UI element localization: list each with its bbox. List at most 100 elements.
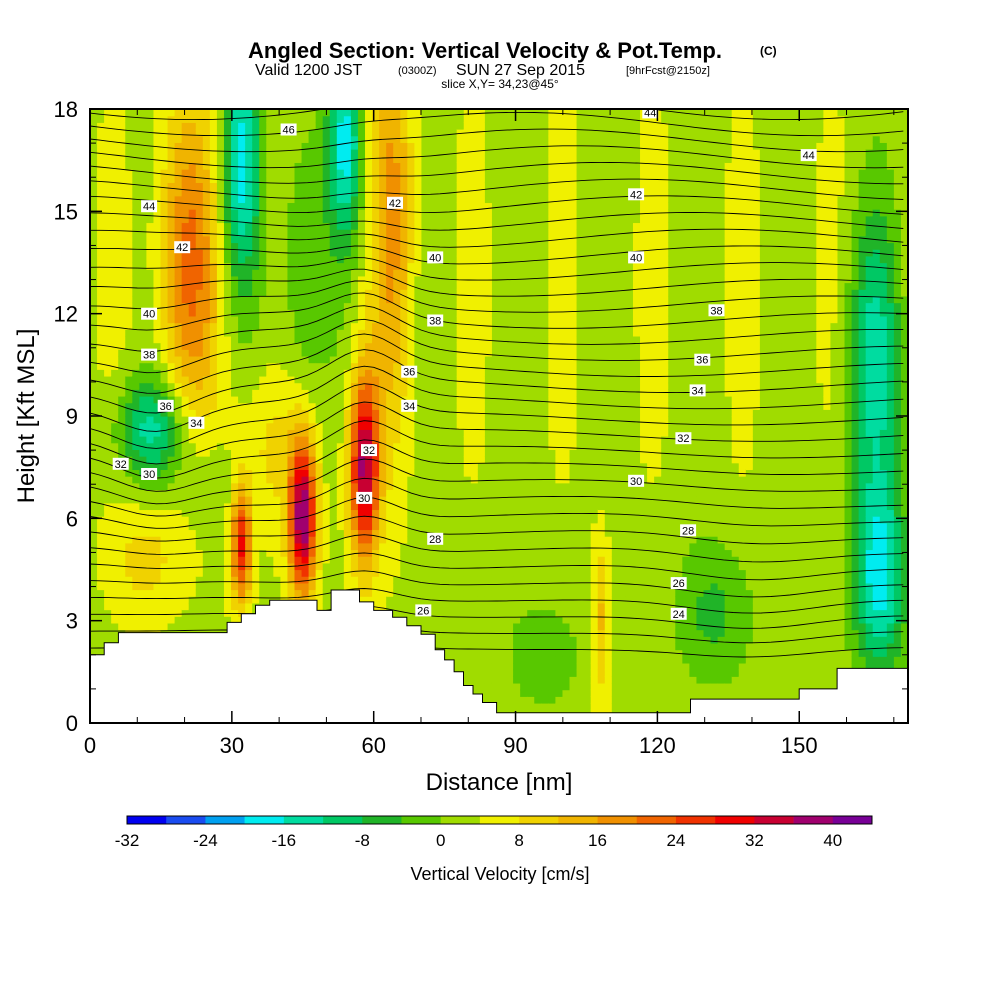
velocity-cell: [393, 562, 401, 571]
velocity-cell: [350, 229, 359, 237]
velocity-cell: [245, 576, 253, 584]
velocity-cell: [252, 109, 260, 117]
velocity-cell: [456, 249, 465, 257]
velocity-cell: [202, 375, 211, 384]
velocity-cell: [238, 295, 246, 304]
velocity-cell: [414, 175, 423, 184]
velocity-cell: [393, 302, 401, 310]
velocity-cell: [216, 155, 225, 163]
velocity-cell: [350, 509, 359, 517]
velocity-cell: [223, 215, 232, 224]
velocity-cell: [153, 315, 162, 324]
velocity-cell: [238, 282, 246, 290]
velocity-cell: [174, 209, 183, 217]
velocity-cell: [301, 349, 310, 357]
velocity-cell: [301, 389, 310, 397]
velocity-cell: [153, 309, 162, 317]
velocity-cell: [132, 436, 140, 444]
velocity-cell: [456, 129, 465, 137]
velocity-cell: [139, 255, 148, 264]
velocity-cell: [252, 249, 260, 257]
velocity-cell: [97, 436, 105, 444]
velocity-cell: [315, 275, 324, 284]
velocity-cell: [294, 169, 303, 177]
velocity-cell: [132, 342, 140, 350]
velocity-cell: [336, 295, 345, 304]
velocity-cell: [421, 449, 430, 457]
velocity-cell: [421, 269, 430, 277]
velocity-cell: [188, 409, 197, 417]
velocity-cell: [245, 589, 253, 597]
velocity-cell: [287, 556, 296, 564]
velocity-cell: [125, 329, 133, 337]
velocity-cell: [231, 242, 239, 250]
velocity-cell: [146, 342, 155, 350]
velocity-cell: [188, 449, 197, 457]
velocity-cell: [209, 249, 218, 257]
velocity-cell: [259, 516, 267, 524]
velocity-cell: [118, 582, 126, 591]
velocity-cell: [202, 295, 211, 304]
velocity-cell: [146, 135, 155, 143]
velocity-cell: [153, 402, 162, 410]
velocity-cell: [146, 122, 155, 130]
velocity-cell: [104, 262, 112, 270]
velocity-cell: [188, 155, 197, 163]
velocity-cell: [308, 536, 317, 544]
velocity-cell: [195, 309, 204, 317]
velocity-cell: [400, 169, 408, 177]
velocity-cell: [463, 362, 472, 370]
velocity-cell: [400, 122, 408, 130]
velocity-cell: [280, 289, 289, 297]
velocity-cell: [125, 155, 133, 163]
velocity-cell: [336, 189, 345, 197]
velocity-cell: [315, 155, 324, 163]
velocity-cell: [435, 622, 444, 631]
velocity-cell: [343, 402, 352, 410]
velocity-cell: [372, 235, 380, 244]
velocity-cell: [393, 242, 401, 250]
velocity-cell: [104, 409, 112, 417]
velocity-cell: [329, 462, 338, 470]
velocity-cell: [188, 215, 197, 224]
velocity-cell: [414, 162, 423, 170]
velocity-cell: [160, 189, 169, 197]
velocity-cell: [174, 576, 183, 584]
velocity-cell: [195, 442, 204, 450]
velocity-cell: [181, 409, 190, 417]
velocity-cell: [280, 489, 289, 497]
velocity-cell: [231, 436, 239, 444]
velocity-cell: [266, 556, 274, 564]
velocity-cell: [238, 322, 246, 330]
velocity-cell: [294, 342, 303, 350]
velocity-cell: [287, 149, 296, 157]
velocity-cell: [195, 109, 204, 117]
velocity-cell: [90, 462, 98, 470]
velocity-cell: [238, 369, 246, 377]
velocity-cell: [245, 202, 253, 210]
velocity-cell: [118, 602, 126, 611]
velocity-cell: [322, 309, 331, 317]
velocity-cell: [238, 155, 246, 163]
velocity-cell: [118, 115, 126, 123]
velocity-cell: [146, 569, 155, 577]
velocity-cell: [181, 416, 190, 424]
velocity-cell: [181, 449, 190, 457]
velocity-cell: [167, 129, 176, 137]
velocity-cell: [449, 262, 458, 270]
velocity-cell: [365, 269, 373, 277]
velocity-cell: [329, 529, 338, 537]
velocity-cell: [195, 362, 204, 370]
velocity-cell: [294, 182, 303, 190]
velocity-cell: [357, 542, 366, 551]
velocity-cell: [442, 295, 451, 304]
velocity-cell: [365, 242, 373, 250]
velocity-cell: [435, 489, 444, 497]
velocity-cell: [167, 409, 176, 417]
velocity-cell: [329, 429, 338, 437]
velocity-cell: [414, 362, 423, 370]
velocity-cell: [308, 462, 317, 470]
velocity-cell: [160, 122, 169, 130]
velocity-cell: [294, 456, 303, 464]
velocity-cell: [449, 516, 458, 524]
